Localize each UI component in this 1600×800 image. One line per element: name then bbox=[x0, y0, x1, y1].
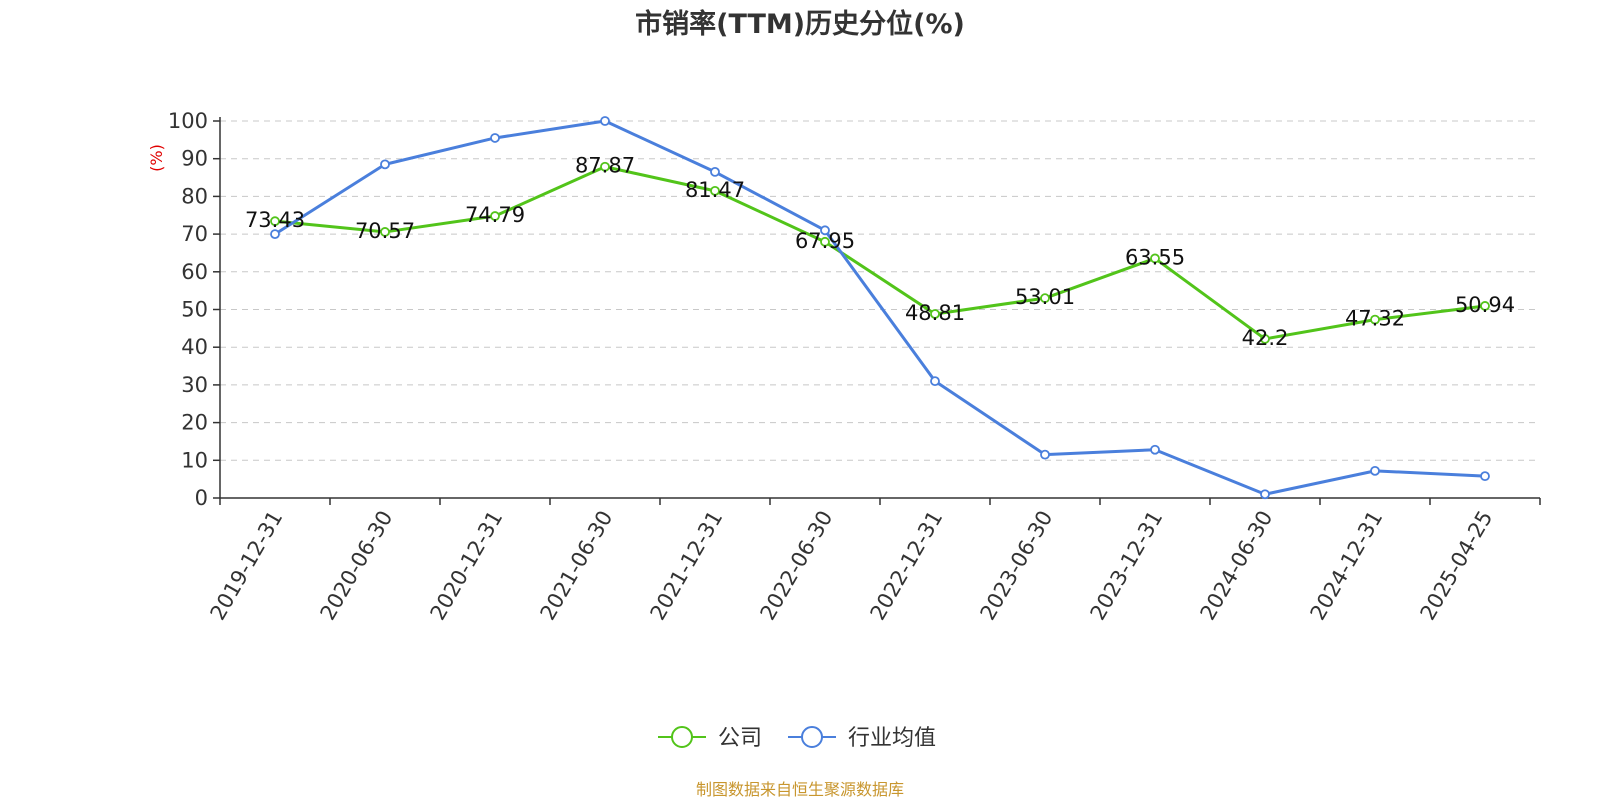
data-source-note: 制图数据来自恒生聚源数据库 bbox=[696, 780, 904, 799]
data-point[interactable] bbox=[1370, 465, 1380, 476]
data-label: 50.94 bbox=[1455, 293, 1515, 317]
data-point[interactable] bbox=[820, 225, 830, 236]
data-point[interactable] bbox=[1040, 449, 1050, 460]
data-point[interactable] bbox=[710, 166, 720, 177]
chart-title: 市销率(TTM)历史分位(%) bbox=[635, 8, 965, 40]
data-point[interactable] bbox=[1150, 444, 1160, 455]
legend-label: 行业均值 bbox=[848, 726, 936, 751]
series-line-1 bbox=[274, 119, 1486, 496]
data-point[interactable] bbox=[270, 216, 280, 227]
legend-swatch-circle bbox=[801, 726, 823, 748]
data-label: 63.55 bbox=[1125, 245, 1185, 269]
data-point[interactable] bbox=[1480, 471, 1490, 482]
y-tick-label: 40 bbox=[181, 335, 208, 359]
x-tick-label: 2020-06-30 bbox=[316, 507, 398, 625]
y-tick-label: 0 bbox=[195, 486, 208, 510]
data-point[interactable] bbox=[380, 227, 390, 237]
legend-label: 公司 bbox=[718, 726, 762, 751]
x-tick-label: 2020-12-31 bbox=[426, 507, 508, 625]
y-tick-label: 100 bbox=[168, 109, 208, 133]
y-tick-label: 50 bbox=[181, 298, 208, 322]
y-tick-label: 10 bbox=[181, 448, 208, 472]
data-label: 74.79 bbox=[465, 203, 525, 227]
data-label: 67.95 bbox=[795, 229, 855, 253]
data-point[interactable] bbox=[1150, 253, 1160, 264]
data-label: 48.81 bbox=[905, 301, 965, 325]
data-point[interactable] bbox=[1260, 334, 1270, 344]
data-label: 87.87 bbox=[575, 154, 635, 178]
data-label: 81.47 bbox=[685, 178, 745, 202]
y-axis-unit-label: (%) bbox=[147, 144, 166, 172]
y-tick-label: 60 bbox=[181, 260, 208, 284]
legend-item-0[interactable]: 公司 bbox=[658, 726, 762, 751]
axes: 0 10 20 30 40 50 60 70 80 90 100 2019-12-31 2020-06-… bbox=[168, 109, 1541, 625]
data-point[interactable] bbox=[1370, 314, 1380, 325]
legend[interactable]: 公司 行业均值 bbox=[658, 726, 936, 751]
data-point[interactable] bbox=[1480, 301, 1490, 311]
data-point[interactable] bbox=[710, 185, 720, 196]
data-point[interactable] bbox=[930, 376, 940, 387]
y-tick-label: 30 bbox=[181, 373, 208, 397]
x-tick-label: 2025-04-25 bbox=[1416, 507, 1498, 625]
y-tick-label: 90 bbox=[181, 147, 208, 171]
y-tick-label: 70 bbox=[181, 222, 208, 246]
x-tick-label: 2024-06-30 bbox=[1196, 507, 1278, 625]
x-tick-label: 2021-06-30 bbox=[536, 507, 618, 625]
data-point[interactable] bbox=[600, 161, 610, 172]
x-tick-label: 2024-12-31 bbox=[1306, 507, 1388, 625]
data-point[interactable] bbox=[490, 133, 500, 143]
data-point[interactable] bbox=[270, 229, 280, 240]
data-label: 42.2 bbox=[1242, 326, 1289, 350]
x-tick-label: 2023-06-30 bbox=[976, 507, 1058, 625]
legend-swatch-circle bbox=[671, 726, 693, 748]
data-point[interactable] bbox=[1040, 293, 1050, 304]
x-tick-label: 2019-12-31 bbox=[206, 507, 288, 625]
data-label: 53.01 bbox=[1015, 285, 1075, 309]
x-tick-label: 2023-12-31 bbox=[1086, 507, 1168, 625]
data-label: 70.57 bbox=[355, 219, 415, 243]
series-line-0 bbox=[274, 165, 1486, 341]
data-label: 73.43 bbox=[245, 208, 305, 232]
y-tick-label: 20 bbox=[181, 411, 208, 435]
x-tick-label: 2022-06-30 bbox=[756, 507, 838, 625]
y-tick-label: 80 bbox=[181, 184, 208, 208]
data-point[interactable] bbox=[820, 236, 830, 247]
data-point[interactable] bbox=[1260, 489, 1270, 500]
x-tick-label: 2021-12-31 bbox=[646, 507, 728, 625]
grid-lines bbox=[220, 120, 1540, 461]
data-labels: 73.43 70.57 74.79 87.87 81.47 67.95 48.81 53.01… bbox=[245, 154, 1515, 350]
data-point[interactable] bbox=[380, 159, 390, 170]
legend-item-1[interactable]: 行业均值 bbox=[788, 726, 936, 751]
data-label: 47.32 bbox=[1345, 307, 1405, 331]
data-point[interactable] bbox=[930, 309, 940, 319]
series-layer bbox=[270, 116, 1490, 500]
data-point[interactable] bbox=[490, 211, 500, 221]
x-tick-label: 2022-12-31 bbox=[866, 507, 948, 625]
data-point[interactable] bbox=[600, 116, 610, 126]
